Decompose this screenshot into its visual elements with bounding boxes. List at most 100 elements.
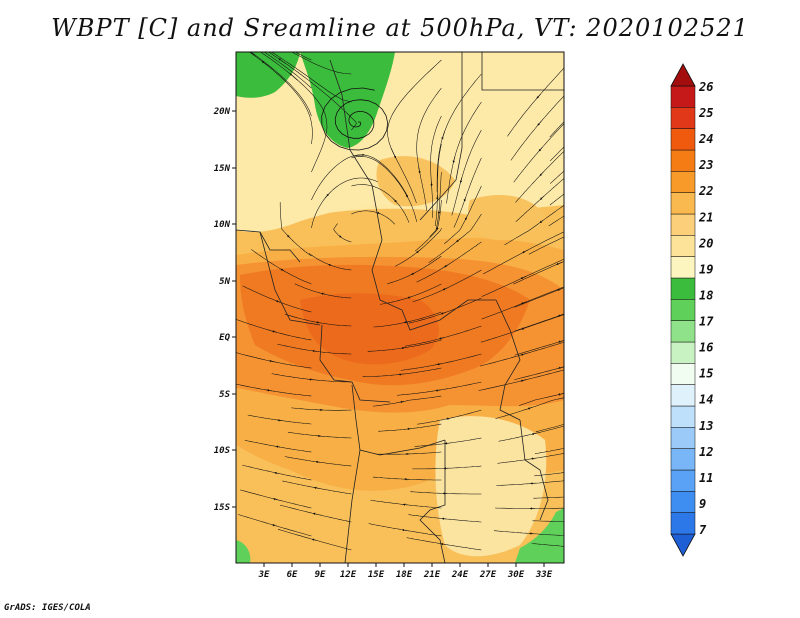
country-border <box>481 52 564 91</box>
colorbar-segment <box>670 277 696 300</box>
latitude-axis: 20N 15N 10N 5N EQ 5S 10S 15S <box>213 107 236 513</box>
streamline-arrow <box>264 37 270 40</box>
colorbar-label: 15 <box>699 367 713 381</box>
streamline-arrow <box>280 268 285 272</box>
colorbar-label: 26 <box>698 80 713 94</box>
streamline-arrow <box>313 486 319 490</box>
streamline <box>535 424 564 433</box>
temperature-fill-region <box>376 156 455 207</box>
colorbar-label: 9 <box>699 497 706 511</box>
lon-tick-label: 33E <box>535 570 553 580</box>
streamline-arrow <box>520 327 527 330</box>
streamline <box>548 215 564 227</box>
temperature-fill-region <box>236 52 300 98</box>
lat-tick-label: 20N <box>213 107 231 117</box>
streamline-arrow <box>328 264 332 267</box>
lon-tick-label: 15E <box>368 570 385 580</box>
streamline-arrow <box>246 40 251 43</box>
colorbar-label: 19 <box>699 262 713 276</box>
streamline-arrow <box>452 156 456 164</box>
streamline <box>533 496 564 499</box>
streamline-arrow <box>418 166 421 174</box>
temperature-fill-region <box>300 293 439 365</box>
streamline <box>549 146 564 162</box>
streamline-arrow <box>446 417 451 420</box>
country-border <box>419 440 446 563</box>
colorbar-segment <box>670 256 696 279</box>
colorbar-label: 21 <box>698 210 713 224</box>
country-border <box>259 231 321 326</box>
streamline-arrow <box>522 249 528 254</box>
streamline-arrow <box>520 301 527 305</box>
lon-tick-label: 9E <box>315 570 326 580</box>
streamline-arrow <box>456 238 461 243</box>
streamline-arrow <box>435 389 441 392</box>
streamline-arrow <box>444 264 449 268</box>
streamline-arrow <box>399 400 405 403</box>
temperature-fill-region <box>236 540 251 563</box>
country-border <box>344 449 361 563</box>
colorbar-segment <box>670 299 696 321</box>
colorbar-segment <box>670 192 696 215</box>
colorbar-label: 14 <box>699 393 713 407</box>
streamline-arrow <box>538 147 543 152</box>
streamline-arrow <box>268 360 275 363</box>
lon-tick-label: 6E <box>287 570 298 580</box>
streamline-arrow <box>530 457 536 460</box>
colorbar-segment <box>670 320 696 343</box>
colorbar-label: 16 <box>699 341 713 355</box>
streamline-arrow <box>401 346 406 350</box>
streamline-arrow <box>571 446 575 447</box>
temperature-fill-region <box>515 508 564 563</box>
colorbar-lower-triangle <box>670 533 696 557</box>
longitude-axis: 3E 6E 9E 12E 15E 18E 21E 24E 27E 30E 33E <box>258 563 553 580</box>
streamline-arrow <box>404 192 408 198</box>
colorbar-segment <box>670 363 696 385</box>
country-border <box>495 299 521 421</box>
colorbar-label: 17 <box>699 315 714 329</box>
grads-credit: GrADS: IGES/COLA <box>4 603 91 613</box>
country-border <box>351 384 446 456</box>
chart-title: WBPT [C] and Sreamline at 500hPa, VT: 20… <box>51 14 749 42</box>
streamline-arrow <box>436 226 439 231</box>
cyclone-spiral <box>321 87 389 151</box>
streamline-arrow <box>579 155 582 158</box>
colorbar-label: 22 <box>698 184 713 198</box>
country-border <box>519 419 549 521</box>
lon-tick-label: 12E <box>340 570 357 580</box>
streamline <box>311 154 409 201</box>
streamline <box>534 472 564 477</box>
colorbar-segment <box>670 128 696 151</box>
streamline <box>549 121 564 138</box>
colorbar-segment <box>670 512 696 535</box>
streamline-arrow <box>315 460 320 464</box>
colorbar-segment <box>670 213 696 236</box>
colorbar-label: 24 <box>698 132 713 146</box>
streamline-arrow <box>536 93 541 99</box>
streamline-arrow <box>271 330 277 333</box>
colorbar-label: 13 <box>699 419 713 433</box>
streamline-arrow <box>440 542 446 546</box>
streamline-arrow <box>393 198 397 203</box>
streamline-arrow <box>311 349 317 353</box>
streamline-arrow <box>539 220 544 223</box>
colorbar-label: 20 <box>698 236 713 250</box>
streamline-arrow <box>578 205 581 207</box>
streamline-arrow <box>338 235 342 238</box>
streamline-arrow <box>246 27 251 30</box>
temperature-fill-region <box>300 52 395 148</box>
lat-tick-label: 10N <box>214 220 231 230</box>
streamline-arrow <box>539 196 544 200</box>
streamline-arrow <box>539 171 544 177</box>
streamline-arrow <box>275 300 281 303</box>
colorbar-label: 12 <box>699 445 713 459</box>
colorbar-label: 7 <box>699 523 707 537</box>
streamline-arrow <box>398 373 404 376</box>
lat-tick-label: 5N <box>219 277 230 287</box>
temperature-fill-region <box>468 195 545 241</box>
lon-tick-label: 30E <box>507 570 525 580</box>
colorbar-label: 18 <box>699 289 713 303</box>
streamline-arrow <box>557 313 564 317</box>
streamline-arrow <box>352 153 365 157</box>
streamline <box>528 236 564 255</box>
